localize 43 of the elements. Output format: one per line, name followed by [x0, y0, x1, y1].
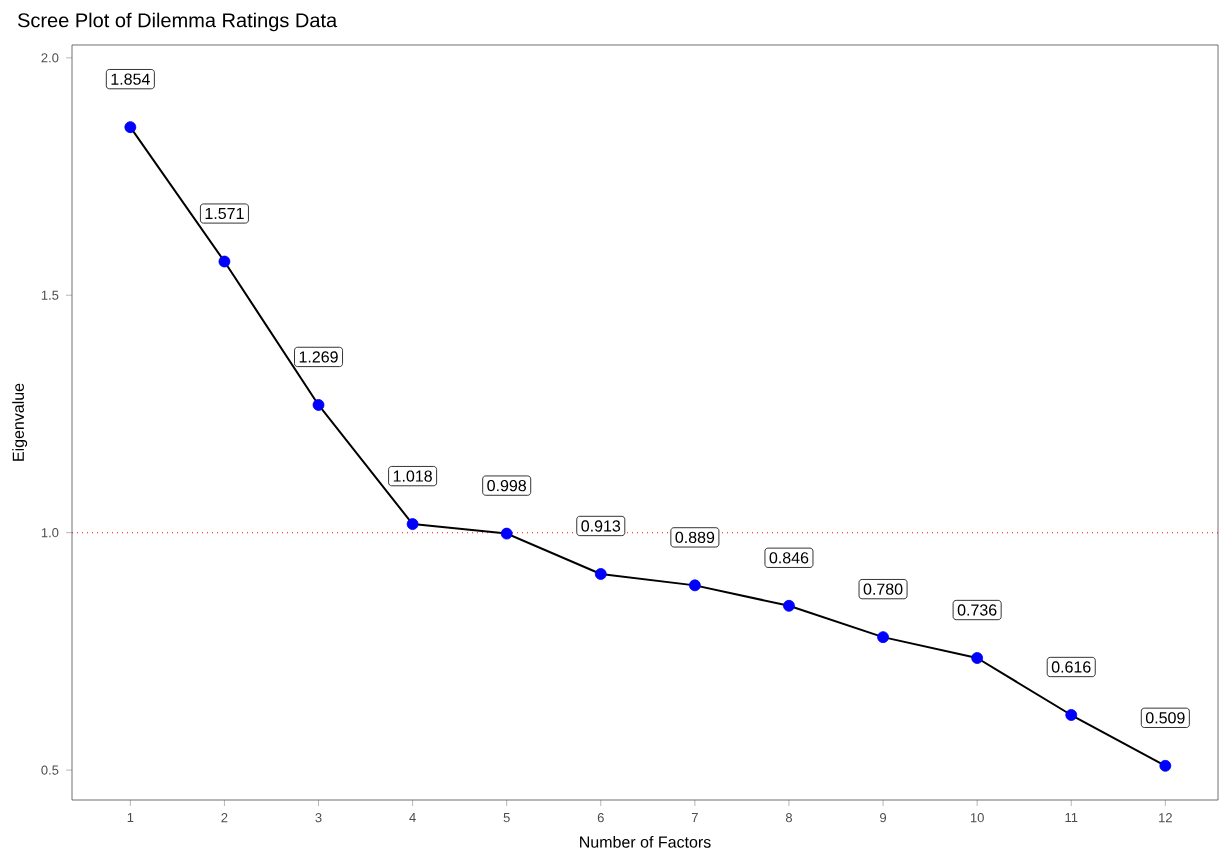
data-label: 1.854	[111, 73, 150, 85]
x-tick-label: 11	[1065, 813, 1078, 823]
x-tick-label: 7	[691, 813, 698, 823]
chart-title: Scree Plot of Dilemma Ratings Data	[17, 12, 338, 32]
point	[594, 568, 607, 580]
x-tick-label: 8	[785, 813, 792, 823]
point	[406, 518, 419, 531]
y-tick-label: 2.0	[41, 53, 59, 63]
point	[1159, 759, 1172, 772]
data-label: 0.509	[1145, 712, 1185, 724]
x-tick-label: 3	[315, 813, 322, 823]
data-label: 0.736	[957, 604, 997, 616]
data-label: 0.616	[1051, 661, 1091, 673]
x-tick-label: 9	[880, 813, 887, 823]
data-label: 1.018	[393, 470, 432, 482]
point	[312, 399, 325, 411]
point	[971, 652, 984, 664]
point	[218, 255, 231, 268]
data-label: 0.998	[487, 479, 526, 492]
y-tick-label: 1.0	[41, 528, 59, 538]
x-tick-label: 12	[1159, 813, 1172, 823]
x-axis-title: Number of Factors	[580, 835, 711, 848]
x-tick-label: 1	[127, 813, 134, 823]
x-tick-label: 6	[597, 813, 604, 823]
point	[124, 121, 137, 134]
x-tick-label: 4	[409, 813, 416, 823]
point	[500, 527, 513, 540]
data-label: 0.846	[769, 552, 809, 564]
x-tick-label: 5	[503, 813, 510, 823]
point	[1065, 709, 1078, 721]
data-label: 1.269	[299, 351, 338, 363]
x-tick-label: 10	[970, 813, 984, 823]
x-tick-label: 2	[221, 813, 228, 823]
y-tick-label: 1.5	[41, 290, 59, 300]
data-label: 1.571	[205, 207, 244, 220]
point	[688, 579, 701, 592]
data-label: 0.889	[675, 531, 715, 544]
point	[877, 631, 889, 644]
data-label: 0.780	[863, 583, 903, 595]
data-label: 0.913	[581, 520, 621, 532]
point	[783, 599, 795, 612]
y-tick-label: 0.5	[41, 765, 59, 775]
y-axis-title: Eigenvalue	[12, 383, 28, 461]
